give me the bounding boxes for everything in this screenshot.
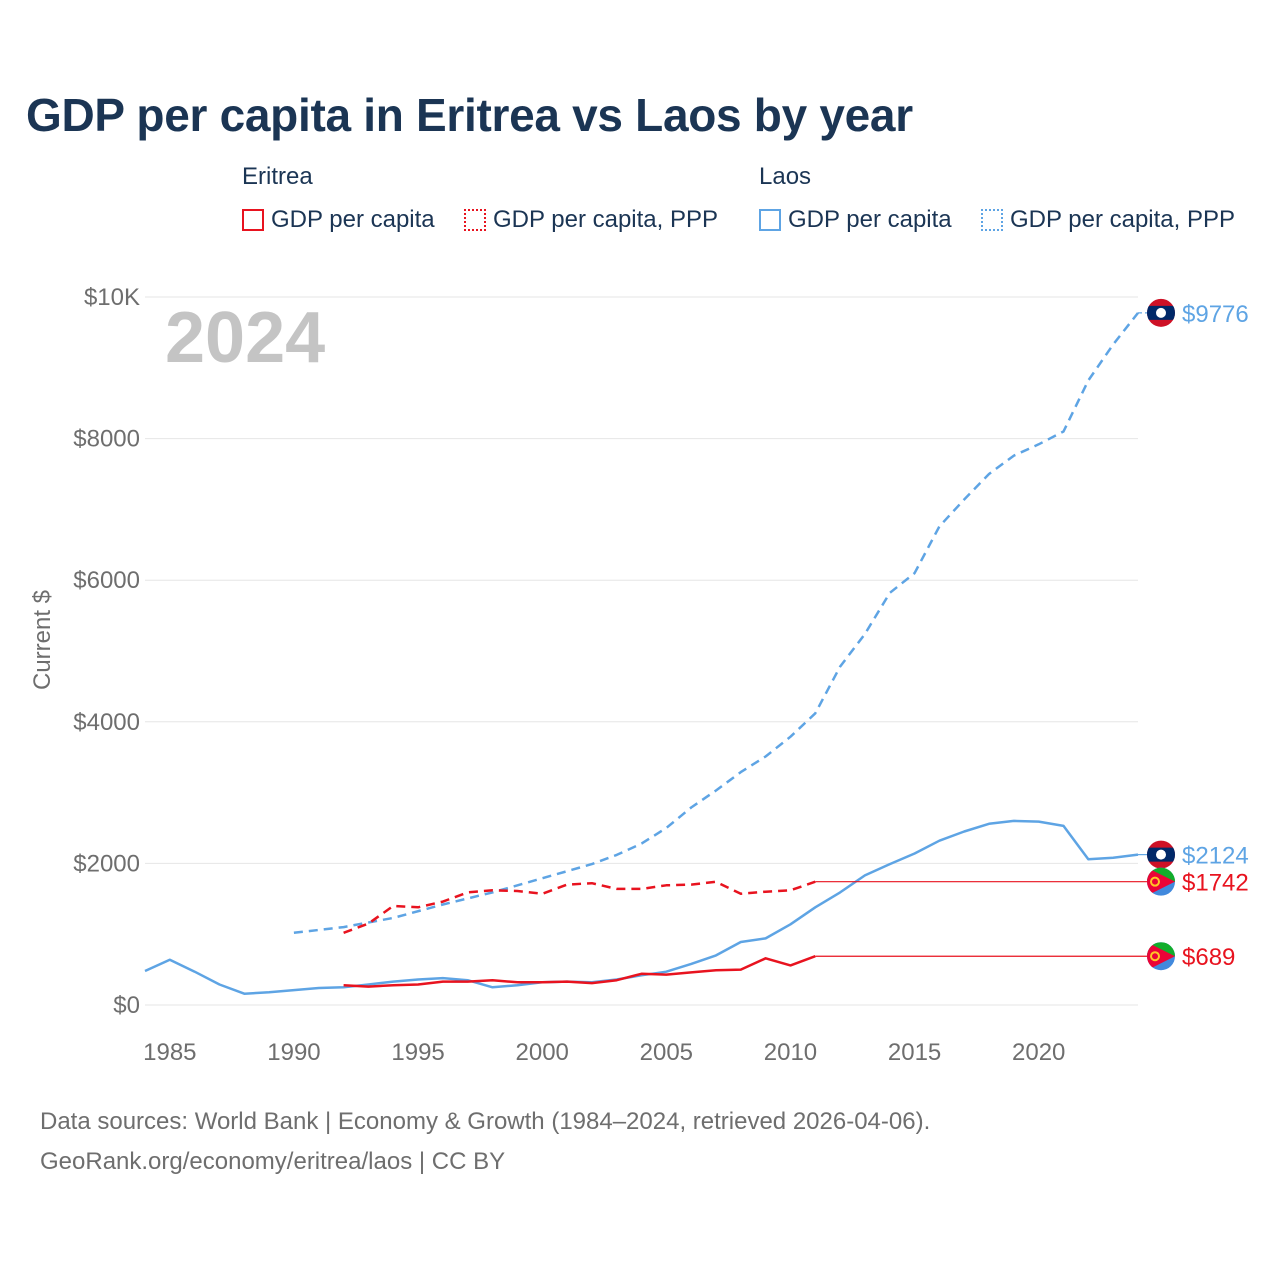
legend-label: GDP per capita <box>788 206 952 233</box>
flag-red <box>1147 867 1175 896</box>
end-value-label: $689 <box>1182 944 1235 971</box>
y-tick-label: $2000 <box>73 850 140 877</box>
x-tick-label: 2020 <box>1012 1039 1065 1066</box>
legend-eritrea-gdp-ppp[interactable]: GDP per capita, PPP <box>464 205 718 235</box>
eritrea-flag-icon <box>1147 867 1175 896</box>
flag-red <box>1147 942 1175 971</box>
legend-swatch-solid-red <box>242 209 264 231</box>
legend-swatch-dotted-blue <box>981 209 1003 231</box>
legend-label: GDP per capita, PPP <box>1010 206 1235 233</box>
flag-disc <box>1156 307 1166 318</box>
legend-laos-gdp-ppp[interactable]: GDP per capita, PPP <box>981 205 1235 235</box>
x-tick-label: 1995 <box>391 1039 444 1066</box>
eritrea-flag-icon <box>1147 942 1175 971</box>
legend-swatch-dotted-red <box>464 209 486 231</box>
series-line-laos-gdp-per-capita <box>144 819 1139 995</box>
x-tick-label: 2015 <box>888 1039 941 1066</box>
y-tick-label: $6000 <box>73 567 140 594</box>
laos-flag-icon <box>1147 840 1175 869</box>
legend-laos-gdp[interactable]: GDP per capita <box>759 205 952 235</box>
year-watermark: 2024 <box>165 298 325 378</box>
series-lines <box>144 312 1147 995</box>
y-tick-label: $10K <box>84 284 140 311</box>
x-tick-label: 2010 <box>764 1039 817 1066</box>
laos-flag-icon <box>1147 298 1175 327</box>
flag-disc <box>1156 849 1166 860</box>
legend-label: GDP per capita, PPP <box>493 206 718 233</box>
flag-emblem <box>1150 876 1160 887</box>
y-axis-title: Current $ <box>29 590 56 690</box>
x-tick-label: 1985 <box>143 1039 196 1066</box>
y-tick-label: $8000 <box>73 426 140 453</box>
legend-eritrea-gdp[interactable]: GDP per capita <box>242 205 435 235</box>
end-value-label: $1742 <box>1182 870 1249 897</box>
footer-credit: GeoRank.org/economy/eritrea/laos | CC BY <box>40 1148 506 1175</box>
series-line-laos-gdp-per-capita-ppp <box>293 312 1139 935</box>
footer-source: Data sources: World Bank | Economy & Gro… <box>40 1108 931 1135</box>
legend-label: GDP per capita <box>271 206 435 233</box>
y-axis: $0 $2000 $4000 $6000 $8000 $10K <box>73 284 140 1019</box>
legend-swatch-solid-blue <box>759 209 781 231</box>
y-tick-label: $4000 <box>73 709 140 736</box>
end-value-label: $9776 <box>1182 301 1249 328</box>
end-markers: $9776 $2124$1742 $689 <box>1147 298 1249 971</box>
x-tick-label: 2000 <box>516 1039 569 1066</box>
x-axis: 1985 1990 1995 2000 2005 2010 2015 2020 <box>143 1039 1065 1066</box>
x-tick-label: 2005 <box>640 1039 693 1066</box>
series-line-eritrea-gdp-per-capita-ppp <box>343 880 816 934</box>
x-tick-label: 1990 <box>267 1039 320 1066</box>
series-line-eritrea-gdp-per-capita <box>343 955 816 988</box>
chart-title: GDP per capita in Eritrea vs Laos by yea… <box>26 89 913 141</box>
line-chart: 2024 $0 $2000 $4000 $6000 $8000 $10K 1985 1990… <box>29 284 1249 1066</box>
legend-eritrea-title: Eritrea <box>242 163 313 190</box>
grid-lines <box>145 296 1138 1006</box>
legend-laos-title: Laos <box>759 163 812 190</box>
end-value-label: $2124 <box>1182 843 1249 870</box>
flag-emblem <box>1150 951 1160 962</box>
y-tick-label: $0 <box>113 992 140 1019</box>
